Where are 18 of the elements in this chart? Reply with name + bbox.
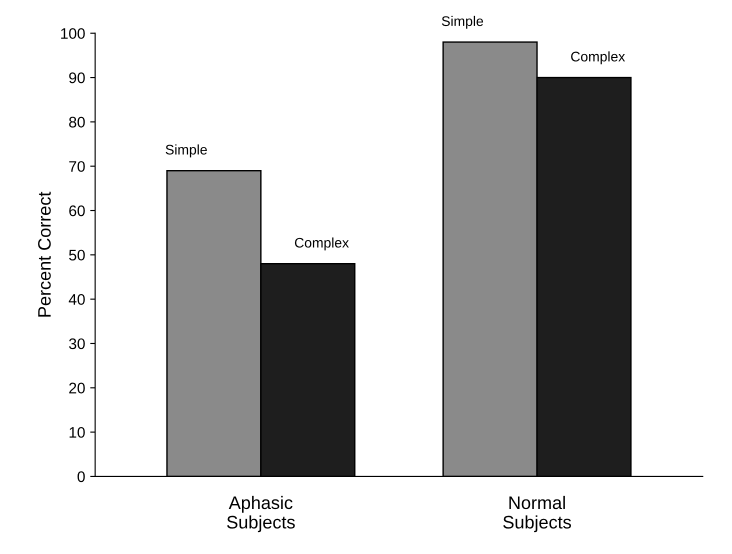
y-tick-label: 60 bbox=[69, 205, 85, 216]
y-tick-label: 20 bbox=[69, 382, 85, 394]
series-label: Simple bbox=[166, 144, 207, 158]
y-tick-label: 100 bbox=[61, 28, 85, 39]
y-tick-label: 0 bbox=[78, 471, 85, 482]
text: Complex bbox=[571, 51, 626, 64]
y-tick-label: 40 bbox=[68, 294, 85, 305]
y-tick-label: 70 bbox=[69, 161, 85, 172]
x-tick-label: Aphasic Subjects bbox=[227, 496, 295, 532]
y-tick-label: 90 bbox=[69, 72, 85, 84]
y-tick-label: 10 bbox=[70, 426, 85, 438]
y-tick-label: 50 bbox=[69, 250, 85, 261]
y-axis-title: Percent Correct bbox=[38, 192, 51, 317]
text: Simple bbox=[442, 16, 484, 29]
y-tick-label: 30 bbox=[69, 338, 85, 350]
series-label: Complex bbox=[294, 237, 349, 250]
x-tick-label: Normal Subjects bbox=[503, 496, 571, 532]
y-tick-label: 80 bbox=[69, 116, 85, 128]
